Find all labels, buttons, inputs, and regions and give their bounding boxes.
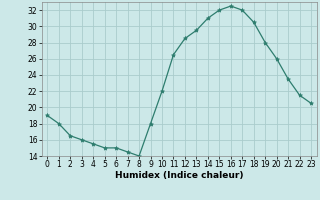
X-axis label: Humidex (Indice chaleur): Humidex (Indice chaleur) [115,171,244,180]
